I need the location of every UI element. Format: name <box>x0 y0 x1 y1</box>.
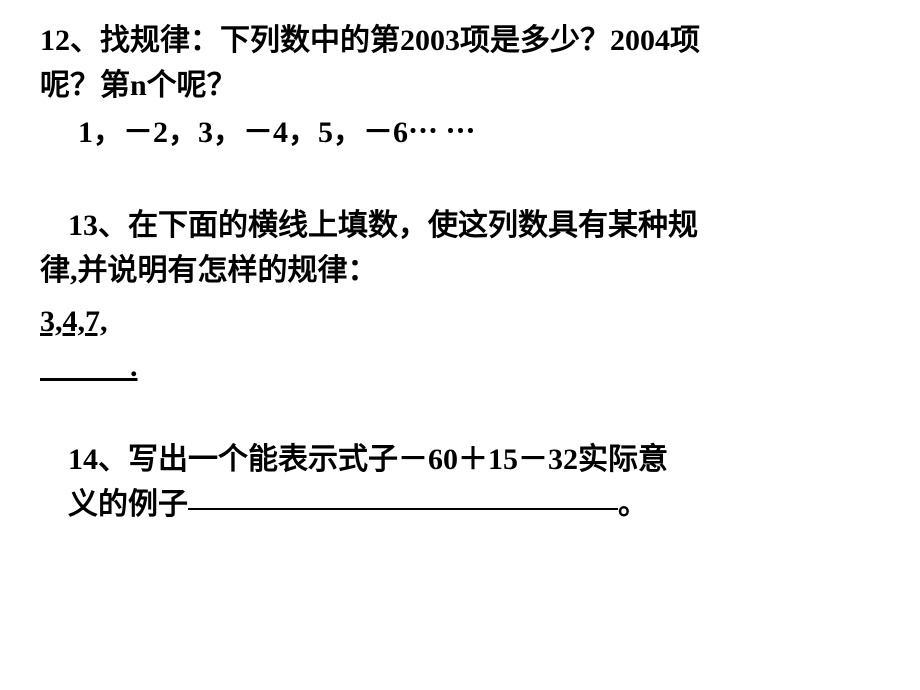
question-13: 13、在下面的横线上填数，使这列数具有某种规 律,并说明有怎样的规律： 3,4,… <box>40 203 892 389</box>
q13-blank: . <box>40 350 138 383</box>
q12-sequence: 1，－2，3，－4，5，－6⋯ ⋯ <box>40 110 892 155</box>
question-14: 14、写出一个能表示式子－60＋15－32实际意 义的例子 。 <box>40 437 892 527</box>
q14-text-line1: 14、写出一个能表示式子－60＋15－32实际意 <box>40 437 892 482</box>
q14-prefix: 义的例子 <box>68 488 188 521</box>
q13-data-line: 3,4,7, <box>40 299 892 344</box>
q13-text-line1: 13、在下面的横线上填数，使这列数具有某种规 <box>40 203 892 248</box>
q13-data-prefix: 3,4,7, <box>40 305 108 338</box>
q12-text-line2: 呢？第n个呢？ <box>40 63 892 108</box>
q13-blank-line: . <box>40 344 892 389</box>
q13-text-line2: 律,并说明有怎样的规律： <box>40 248 892 293</box>
q12-text-line1: 12、找规律：下列数中的第2003项是多少？2004项 <box>40 18 892 63</box>
question-12: 12、找规律：下列数中的第2003项是多少？2004项 呢？第n个呢？ 1，－2… <box>40 18 892 155</box>
q14-blank-line <box>188 508 618 510</box>
q14-text-line2: 义的例子 。 <box>40 482 892 527</box>
q14-suffix: 。 <box>618 488 648 521</box>
